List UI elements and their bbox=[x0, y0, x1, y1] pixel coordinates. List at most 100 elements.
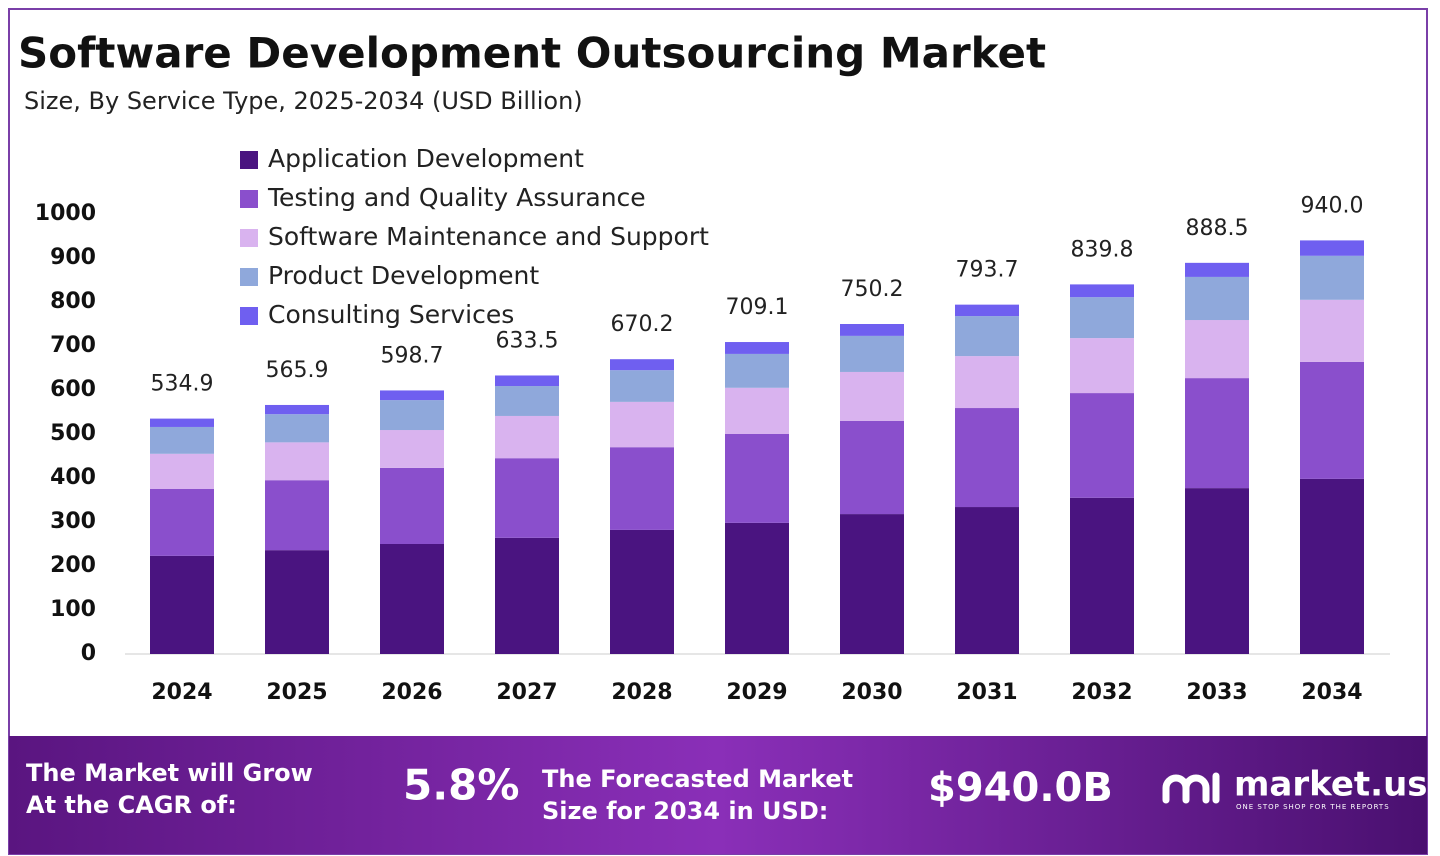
bar-segment bbox=[1185, 378, 1249, 489]
bar-segment bbox=[955, 316, 1019, 357]
forecast-text: The Forecasted Market bbox=[542, 765, 853, 793]
legend-label: Testing and Quality Assurance bbox=[267, 183, 646, 212]
total-label: 633.5 bbox=[496, 328, 559, 353]
bar-segment bbox=[725, 434, 789, 523]
x-tick-label: 2032 bbox=[1071, 680, 1132, 705]
bar-segment bbox=[840, 420, 904, 515]
total-label: 940.0 bbox=[1301, 193, 1364, 218]
bar-segment bbox=[1070, 297, 1134, 339]
y-tick-label: 900 bbox=[50, 245, 96, 270]
bar-segment bbox=[610, 447, 674, 530]
brand-tagline: ONE STOP SHOP FOR THE REPORTS bbox=[1236, 803, 1390, 811]
total-label: 709.1 bbox=[726, 295, 789, 320]
bar-segment bbox=[150, 418, 214, 427]
y-tick-label: 600 bbox=[50, 377, 96, 402]
bar-segment bbox=[265, 442, 329, 481]
y-tick-label: 400 bbox=[50, 465, 96, 490]
chart-subtitle: Size, By Service Type, 2025-2034 (USD Bi… bbox=[24, 87, 583, 115]
bar-segment bbox=[1300, 240, 1364, 256]
forecast-value: $940.0B bbox=[928, 765, 1113, 811]
bar-segment bbox=[955, 408, 1019, 508]
x-tick-label: 2027 bbox=[496, 680, 557, 705]
y-tick-label: 300 bbox=[50, 509, 96, 534]
y-tick-label: 800 bbox=[50, 289, 96, 314]
bar-segment bbox=[840, 514, 904, 654]
bar-segment bbox=[725, 342, 789, 354]
legend-swatch bbox=[240, 151, 258, 169]
legend-label: Software Maintenance and Support bbox=[268, 222, 709, 251]
x-tick-label: 2030 bbox=[841, 680, 902, 705]
brand-logo bbox=[1162, 772, 1220, 804]
bar-segment bbox=[495, 386, 559, 416]
bar-segment bbox=[150, 555, 214, 654]
bar-segment bbox=[265, 404, 329, 415]
total-label: 888.5 bbox=[1186, 216, 1249, 241]
bar-segment bbox=[380, 467, 444, 544]
legend-swatch bbox=[240, 190, 258, 208]
bar-segment bbox=[610, 359, 674, 371]
bar-segment bbox=[1185, 320, 1249, 379]
bar-segment bbox=[1300, 361, 1364, 479]
x-tick-label: 2028 bbox=[611, 680, 672, 705]
cagr-text: The Market will Grow bbox=[26, 759, 313, 787]
bar-segment bbox=[840, 335, 904, 372]
bar-segment bbox=[1070, 497, 1134, 654]
total-label: 793.7 bbox=[956, 258, 1019, 283]
legend-label: Product Development bbox=[268, 261, 539, 290]
total-label: 534.9 bbox=[151, 372, 214, 397]
legend-label: Application Development bbox=[268, 144, 584, 173]
bar-segment bbox=[725, 522, 789, 654]
bar-segment bbox=[495, 375, 559, 387]
y-tick-label: 200 bbox=[50, 553, 96, 578]
bar-segment bbox=[955, 304, 1019, 317]
total-label: 565.9 bbox=[266, 358, 329, 383]
x-tick-label: 2026 bbox=[381, 680, 442, 705]
total-label: 839.8 bbox=[1071, 237, 1134, 262]
total-label: 598.7 bbox=[381, 343, 444, 368]
bar-segment bbox=[610, 401, 674, 448]
bar-segment bbox=[725, 353, 789, 388]
bar-segment bbox=[1070, 338, 1134, 394]
forecast-text: Size for 2034 in USD: bbox=[542, 797, 828, 825]
y-tick-label: 100 bbox=[50, 597, 96, 622]
x-tick-label: 2031 bbox=[956, 680, 1017, 705]
bar-segment bbox=[265, 414, 329, 443]
bar-segment bbox=[1185, 488, 1249, 654]
bar-segment bbox=[150, 453, 214, 489]
y-tick-label: 0 bbox=[81, 641, 96, 666]
bar-segment bbox=[840, 324, 904, 336]
brand: market.us bbox=[1234, 765, 1428, 805]
bar-segment bbox=[495, 537, 559, 654]
footer-band bbox=[9, 736, 1427, 854]
bar-segment bbox=[495, 415, 559, 459]
bar-segment bbox=[265, 480, 329, 551]
legend-swatch bbox=[240, 307, 258, 325]
x-tick-label: 2029 bbox=[726, 680, 787, 705]
chart-title: Software Development Outsourcing Market bbox=[18, 29, 1046, 78]
bar-segment bbox=[1185, 276, 1249, 321]
legend-label: Consulting Services bbox=[268, 300, 514, 329]
y-tick-label: 700 bbox=[50, 333, 96, 358]
bar-segment bbox=[150, 489, 214, 556]
bar-segment bbox=[1185, 262, 1249, 277]
x-tick-label: 2034 bbox=[1301, 680, 1362, 705]
cagr-text: At the CAGR of: bbox=[26, 791, 237, 819]
x-tick-label: 2033 bbox=[1186, 680, 1247, 705]
bar-segment bbox=[1300, 255, 1364, 300]
bar-segment bbox=[955, 507, 1019, 654]
bar-segment bbox=[1070, 284, 1134, 298]
legend-swatch bbox=[240, 229, 258, 247]
bar-segment bbox=[150, 426, 214, 454]
bar-segment bbox=[380, 400, 444, 431]
bar-segment bbox=[610, 370, 674, 402]
x-tick-label: 2024 bbox=[151, 680, 212, 705]
bar-segment bbox=[1300, 299, 1364, 362]
bar-segment bbox=[380, 544, 444, 654]
bar-segment bbox=[725, 387, 789, 434]
bar-segment bbox=[380, 430, 444, 468]
bar-segment bbox=[265, 550, 329, 654]
cagr-value: 5.8% bbox=[403, 761, 519, 810]
total-label: 670.2 bbox=[611, 312, 674, 337]
